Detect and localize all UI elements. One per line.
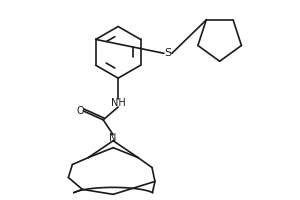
Text: O: O xyxy=(76,106,84,116)
Text: NH: NH xyxy=(111,98,125,108)
Text: N: N xyxy=(110,133,117,143)
Text: S: S xyxy=(164,48,172,58)
